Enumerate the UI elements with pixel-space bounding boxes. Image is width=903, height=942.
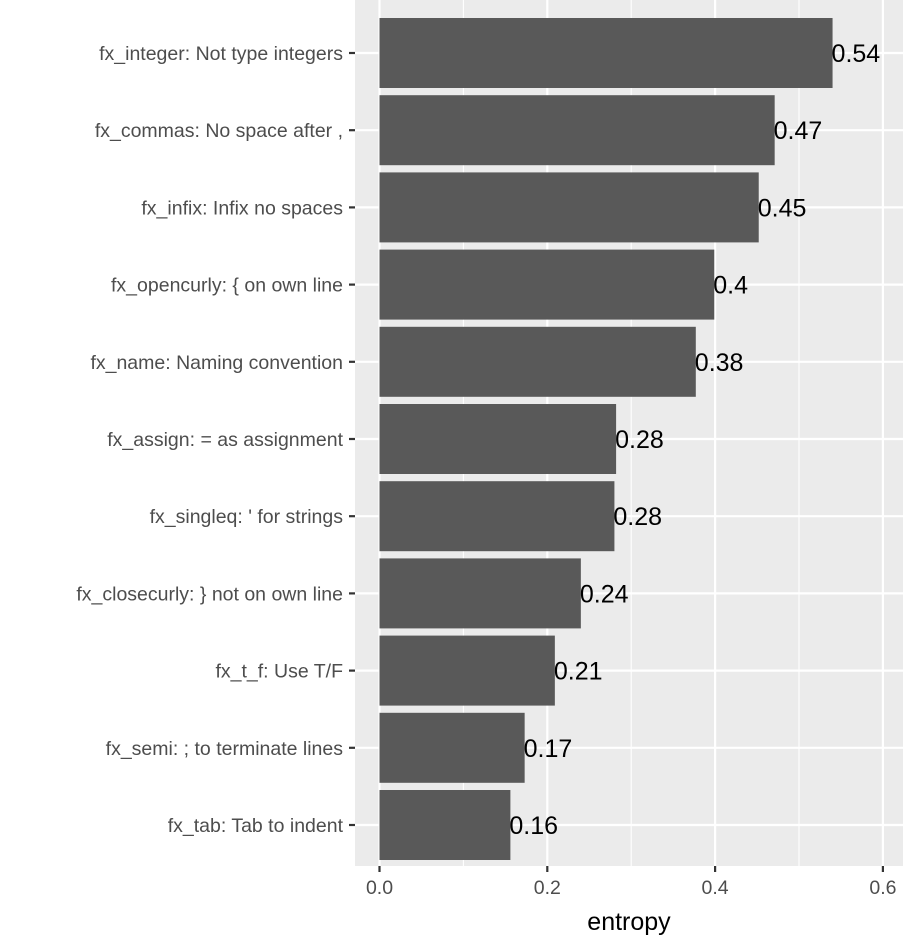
y-axis-category-label: fx_semi: ; to terminate lines (106, 738, 344, 760)
bar-value-label: 0.4 (713, 272, 748, 300)
bar-value-label: 0.17 (524, 735, 573, 763)
y-axis-category-label: fx_infix: Infix no spaces (141, 197, 343, 219)
bar-value-label: 0.38 (695, 349, 744, 377)
x-axis-tick-label: 0.2 (534, 877, 561, 899)
y-axis-category-label: fx_t_f: Use T/F (215, 661, 343, 683)
y-axis: fx_integer: Not type integers fx_commas: … (76, 43, 355, 837)
y-axis-category-label: fx_opencurly: { on own line (111, 275, 343, 297)
y-axis-category-label: fx_integer: Not type integers (99, 43, 343, 65)
bar (379, 404, 617, 474)
bar (379, 712, 525, 783)
x-axis-tick-label: 0.0 (366, 877, 393, 899)
bar (379, 18, 833, 88)
x-axis-tick-label: 0.4 (702, 877, 729, 899)
bar-value-label: 0.21 (554, 658, 603, 686)
value-labels: 0.54 0.47 0.45 0.4 0.38 0.28 0.28 0.24 0.21 0.17 0… (509, 40, 880, 840)
bar-value-label: 0.54 (832, 40, 881, 68)
bar-value-label: 0.16 (509, 812, 558, 840)
y-axis-category-label: fx_singleq: ' for strings (150, 506, 344, 528)
bar (379, 249, 715, 320)
bar-value-label: 0.24 (580, 580, 629, 608)
bar (379, 790, 511, 860)
y-axis-category-label: fx_assign: = as assignment (107, 429, 343, 451)
y-axis-category-label: fx_tab: Tab to indent (168, 815, 344, 837)
bars (379, 18, 833, 860)
x-axis-tick-label: 0.6 (869, 877, 896, 899)
y-axis-category-label: fx_closecurly: } not on own line (76, 583, 343, 605)
bar-value-label: 0.47 (774, 117, 823, 145)
bar (379, 558, 581, 629)
y-axis-category-label: fx_name: Naming convention (90, 352, 343, 374)
bar-value-label: 0.28 (615, 426, 664, 454)
x-axis: 0.0 0.2 0.4 0.6 (366, 866, 896, 899)
bar-value-label: 0.45 (758, 194, 807, 222)
bar (379, 635, 555, 706)
bar (379, 326, 696, 397)
y-axis-category-label: fx_commas: No space after , (95, 120, 343, 142)
bar (379, 172, 759, 243)
bar (379, 95, 775, 166)
bar-value-label: 0.28 (613, 503, 662, 531)
x-axis-title: entropy (587, 908, 671, 936)
bar (379, 481, 615, 552)
